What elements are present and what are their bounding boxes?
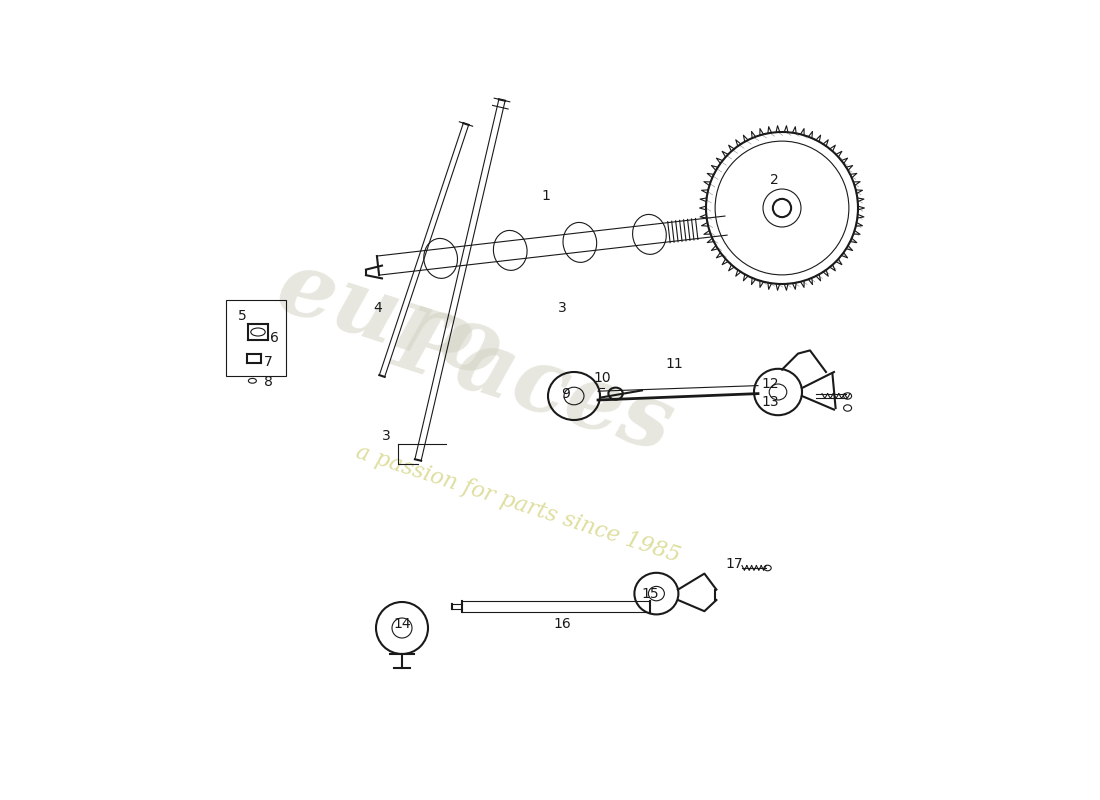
Text: euro: euro xyxy=(267,243,513,397)
Text: 11: 11 xyxy=(666,357,683,371)
Text: a passion for parts since 1985: a passion for parts since 1985 xyxy=(353,441,683,567)
Text: 1: 1 xyxy=(541,189,550,203)
Text: 15: 15 xyxy=(641,586,659,601)
Text: 3: 3 xyxy=(382,429,390,443)
Text: 17: 17 xyxy=(725,557,742,571)
Text: 3: 3 xyxy=(558,301,566,315)
Text: 16: 16 xyxy=(553,617,571,631)
Text: 13: 13 xyxy=(761,394,779,409)
Text: 8: 8 xyxy=(264,375,273,390)
Text: 14: 14 xyxy=(393,617,410,631)
Text: 2: 2 xyxy=(770,173,779,187)
Text: 7: 7 xyxy=(264,354,273,369)
Text: 4: 4 xyxy=(374,301,383,315)
Text: 9: 9 xyxy=(562,386,571,401)
Text: 12: 12 xyxy=(761,377,779,391)
Bar xyxy=(226,300,286,376)
Text: 10: 10 xyxy=(593,370,611,385)
Text: 5: 5 xyxy=(238,309,246,323)
Text: 6: 6 xyxy=(270,330,278,345)
Text: Paces: Paces xyxy=(384,298,684,470)
